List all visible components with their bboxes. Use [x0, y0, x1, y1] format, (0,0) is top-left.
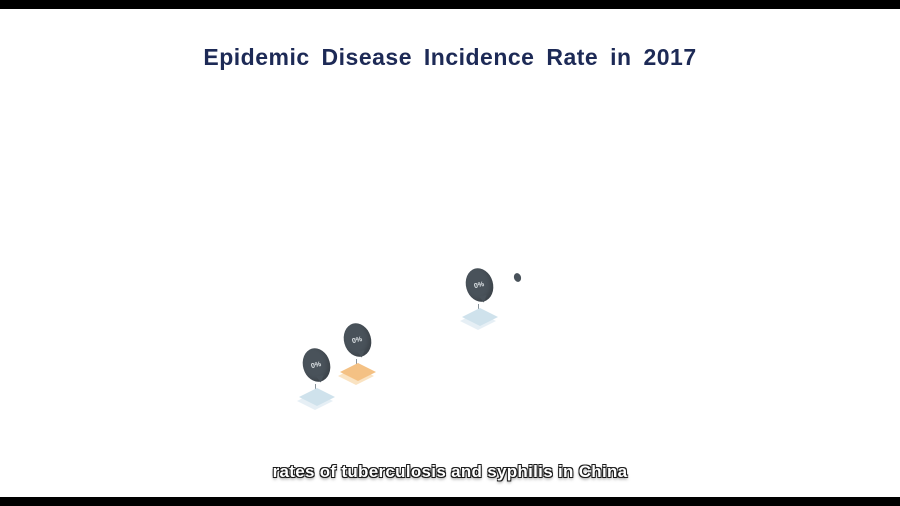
- balloon-value: 0%: [351, 335, 364, 345]
- emerging-balloon-dot: [512, 272, 523, 283]
- tile-top: [462, 308, 498, 326]
- balloon-marker: 0%: [458, 264, 502, 330]
- tile-top: [299, 388, 335, 406]
- letterbox-top: [0, 0, 900, 9]
- platform-tile: [297, 388, 337, 410]
- balloon-string: [315, 384, 316, 389]
- platform-tile: [338, 363, 378, 385]
- balloon: 0%: [339, 319, 376, 361]
- balloon-marker: 0%: [336, 319, 380, 385]
- tile-top: [340, 363, 376, 381]
- letterbox-bottom: [0, 497, 900, 506]
- caption: rates of tuberculosis and syphilis in Ch…: [272, 462, 628, 481]
- platform-tile: [460, 308, 500, 330]
- balloon-value: 0%: [310, 360, 323, 370]
- page-title: Epidemic Disease Incidence Rate in 2017: [203, 44, 697, 70]
- balloon-value: 0%: [473, 280, 486, 290]
- balloon-string: [478, 304, 479, 309]
- balloon: 0%: [461, 264, 498, 306]
- balloon-marker: 0%: [295, 344, 339, 410]
- balloon-string: [356, 359, 357, 364]
- balloon: 0%: [298, 344, 335, 386]
